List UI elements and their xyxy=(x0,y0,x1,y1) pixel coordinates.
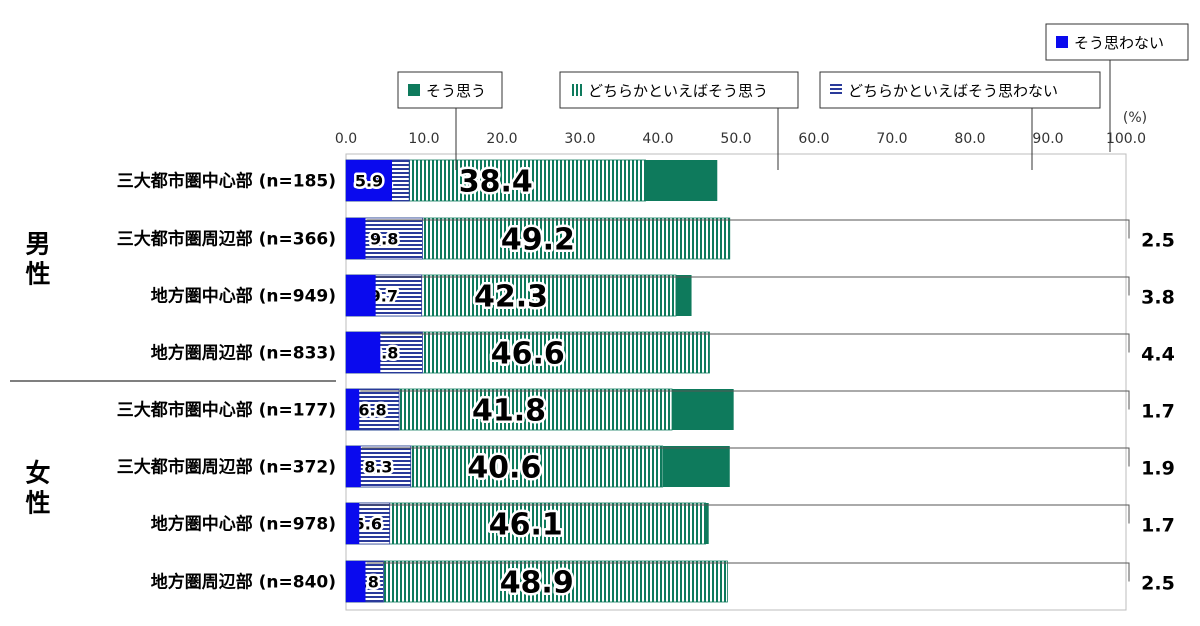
bar-segment xyxy=(346,561,366,602)
bar-segment xyxy=(346,389,360,430)
value-label: 46.1 xyxy=(489,507,563,542)
value-label: 1.7 xyxy=(1141,515,1175,537)
legend-box xyxy=(1045,23,1189,61)
value-label: 42.3 xyxy=(474,279,548,314)
value-leader-line xyxy=(361,447,1130,467)
bar-segment xyxy=(346,332,381,373)
legend-swatch xyxy=(570,84,582,96)
value-leader-line xyxy=(366,219,1130,239)
category-label: 地方圏周辺部 (n=833) xyxy=(151,343,336,364)
bar-segment xyxy=(345,502,706,545)
bar-segment xyxy=(345,560,728,603)
value-label: 9.8 xyxy=(370,229,398,248)
value-leader-line xyxy=(366,562,1130,582)
bar-segment xyxy=(346,503,360,544)
x-tick-label: 90.0 xyxy=(1032,131,1063,147)
bar-segment xyxy=(346,275,376,316)
group-label-char: 性 xyxy=(25,489,50,518)
legend-swatch xyxy=(1056,36,1068,48)
value-label: 8.3 xyxy=(364,457,392,476)
value-label: 6.8 xyxy=(358,400,386,419)
x-tick-label: 60.0 xyxy=(798,131,829,147)
unit-label: (%) xyxy=(1123,110,1147,126)
group-label-char: 男 xyxy=(25,230,50,259)
x-tick-label: 20.0 xyxy=(486,131,517,147)
category-label: 三大都市圏周辺部 (n=366) xyxy=(117,229,336,250)
legend-label: どちらかといえばそう思う xyxy=(588,82,768,100)
legend-label: そう思わない xyxy=(1074,34,1164,52)
x-tick-label: 70.0 xyxy=(876,131,907,147)
x-tick-label: 100.0 xyxy=(1106,131,1146,147)
value-label: 41.8 xyxy=(472,393,546,428)
legend-label: どちらかといえばそう思わない xyxy=(848,82,1058,100)
value-label: 3.8 xyxy=(1141,287,1175,309)
bar-segment xyxy=(346,218,366,259)
value-leader-line xyxy=(381,333,1130,353)
legend-box xyxy=(559,71,799,109)
category-label: 三大都市圏周辺部 (n=372) xyxy=(117,457,336,478)
x-tick-label: 50.0 xyxy=(720,131,751,147)
value-label: 4.4 xyxy=(1141,344,1175,366)
bar-segment xyxy=(346,446,361,487)
x-tick-label: 10.0 xyxy=(408,131,439,147)
value-leader-line xyxy=(376,276,1130,296)
value-label: 2.5 xyxy=(1141,573,1175,595)
value-leader-line xyxy=(360,504,1130,524)
value-label: 48.9 xyxy=(500,565,574,600)
x-tick-label: 0.0 xyxy=(335,131,357,147)
category-label: 三大都市圏中心部 (n=185) xyxy=(117,171,336,192)
value-label: 2.5 xyxy=(1141,230,1175,252)
value-label: 38.4 xyxy=(459,164,533,199)
group-label: 男性 xyxy=(25,230,50,289)
value-label: 5.9 xyxy=(355,171,383,190)
legend-swatch xyxy=(830,84,842,96)
x-tick-label: 40.0 xyxy=(642,131,673,147)
value-label: 1.9 xyxy=(1141,458,1175,480)
bar-segment xyxy=(345,388,673,431)
legend-label: そう思う xyxy=(426,82,486,100)
value-label: 46.6 xyxy=(491,336,565,371)
legend-box xyxy=(819,71,1101,109)
bar-segment xyxy=(346,160,393,201)
category-label: 地方圏中心部 (n=949) xyxy=(151,286,336,307)
group-label: 女性 xyxy=(25,459,50,518)
group-label-char: 女 xyxy=(25,459,50,488)
x-tick-label: 30.0 xyxy=(564,131,595,147)
category-label: 地方圏周辺部 (n=840) xyxy=(151,572,336,593)
plot-frame xyxy=(345,153,1127,611)
value-label: 40.6 xyxy=(467,450,541,485)
x-tick-label: 80.0 xyxy=(954,131,985,147)
value-label: 1.7 xyxy=(1141,401,1175,423)
legend-swatch xyxy=(408,84,420,96)
category-label: 地方圏中心部 (n=978) xyxy=(151,514,336,535)
category-label: 三大都市圏中心部 (n=177) xyxy=(117,400,336,421)
group-label-char: 性 xyxy=(25,260,50,289)
value-leader-line xyxy=(360,390,1130,410)
value-label: 49.2 xyxy=(501,222,575,257)
